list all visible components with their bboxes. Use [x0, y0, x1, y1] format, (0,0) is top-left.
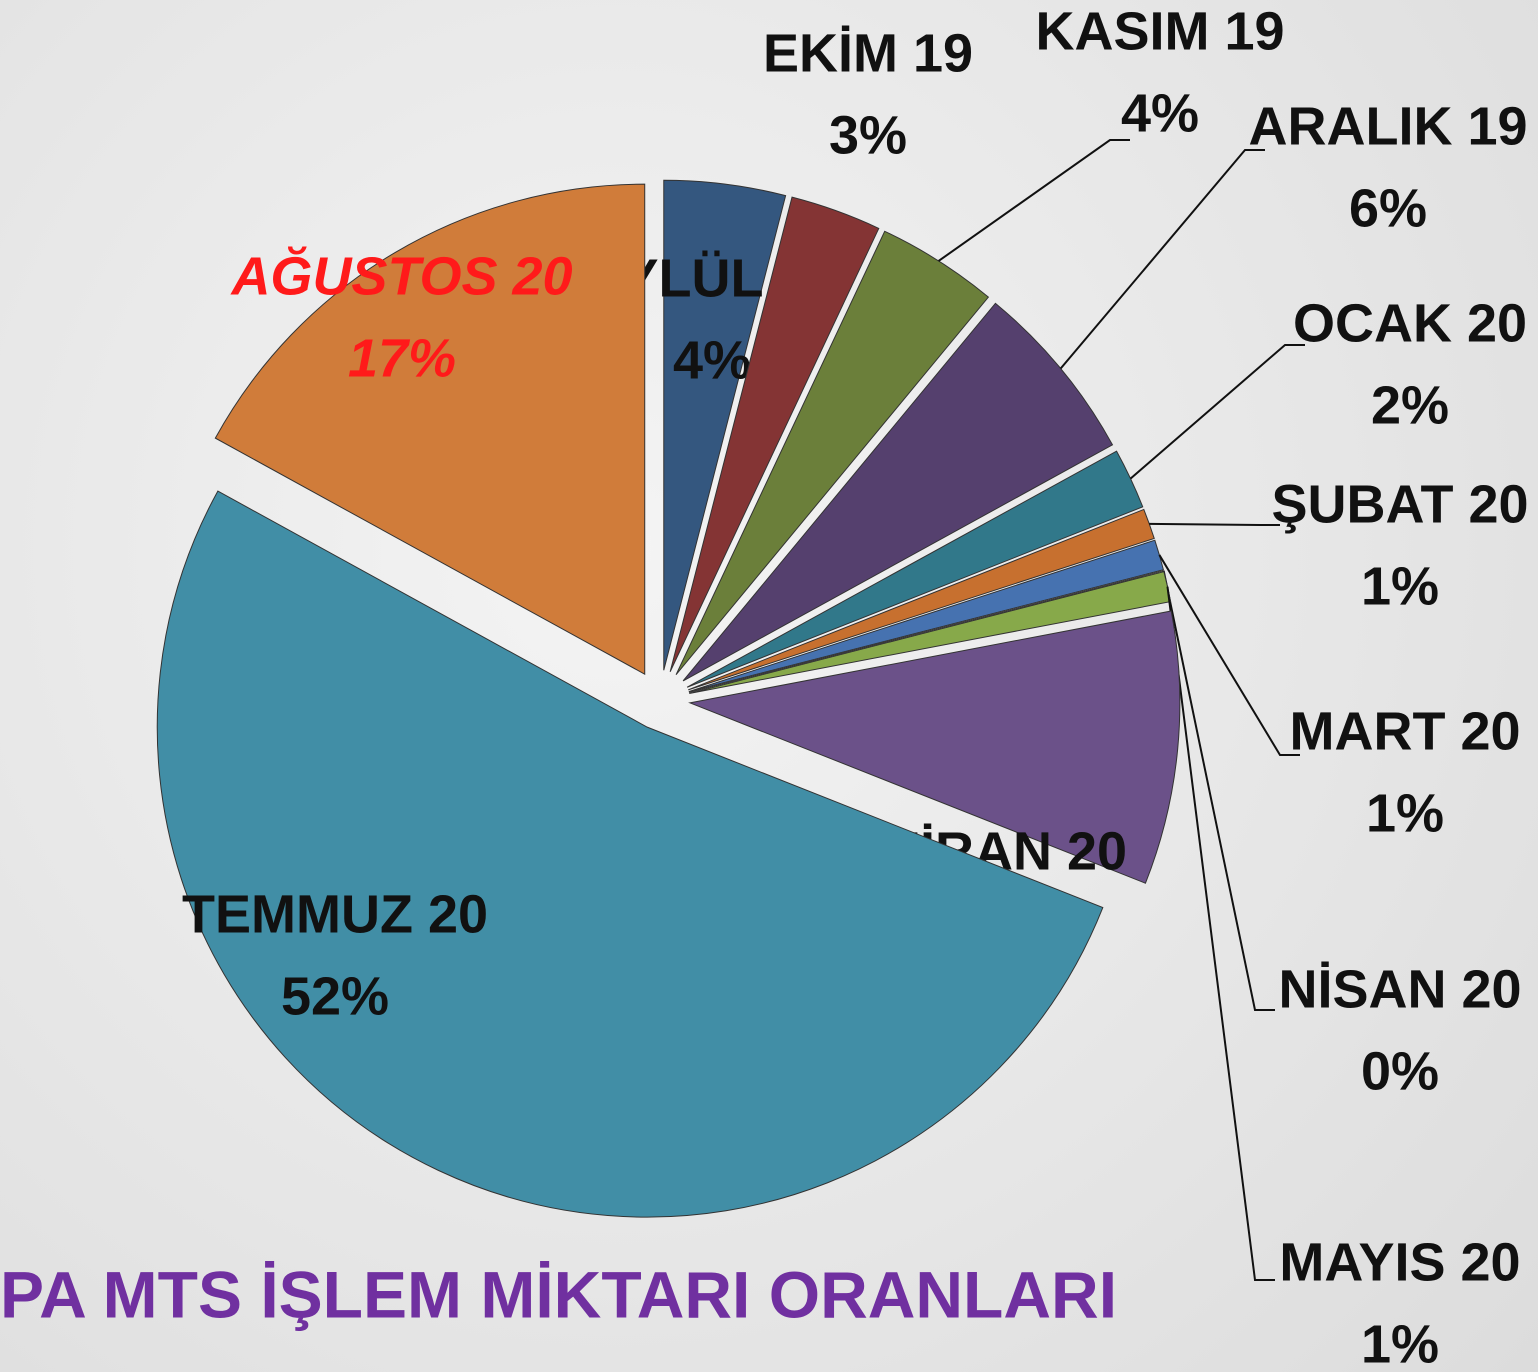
pie-slice	[688, 610, 1181, 884]
pie-slice	[688, 570, 1164, 694]
pie-slice	[688, 508, 1155, 691]
slice-label: MAYIS 20	[1279, 1232, 1520, 1292]
slice-label: OCAK 20	[1293, 293, 1527, 353]
pie-slice	[675, 230, 990, 675]
slice-value-label: 1%	[1361, 1314, 1439, 1372]
slice-value-label: 3%	[829, 105, 907, 165]
pie-slice	[156, 490, 1104, 1218]
slice-label: AĞUSTOS 20	[229, 246, 572, 306]
slice-value-label: 1%	[1366, 783, 1444, 843]
slice-value-label: 4%	[673, 330, 751, 390]
pie-slice	[688, 539, 1165, 693]
pie-slice	[669, 196, 880, 672]
leader-line	[1162, 570, 1275, 1011]
pie-slice	[682, 302, 1114, 682]
slice-value-label: 52%	[281, 966, 389, 1026]
slice-value-label: 2%	[1371, 375, 1449, 435]
slice-label: NİSAN 20	[1278, 959, 1521, 1019]
leader-line	[1166, 586, 1275, 1281]
pie-slice	[663, 179, 787, 671]
slice-value-label: 0%	[1361, 1041, 1439, 1101]
slice-label: ARALIK 19	[1248, 96, 1527, 156]
slice-label: TEMMUZ 20	[182, 884, 488, 944]
slice-label: ŞUBAT 20	[1271, 474, 1528, 534]
slice-label: MART 20	[1289, 701, 1520, 761]
leader-line	[1149, 522, 1280, 526]
slice-value-label: 6%	[1349, 178, 1427, 238]
slice-value-label: 4%	[1121, 83, 1199, 143]
slice-label: KASIM 19	[1035, 1, 1284, 61]
slice-label: EKİM 19	[763, 23, 973, 83]
leader-line	[1158, 554, 1300, 756]
leader-line	[1059, 149, 1265, 370]
slice-value-label: 1%	[1361, 556, 1439, 616]
slice-value-label: 17%	[348, 328, 456, 388]
leader-line	[938, 139, 1130, 262]
chart-title: PA MTS İŞLEM MİKTARI ORANLARI	[0, 1257, 1117, 1331]
pie-slice	[214, 183, 646, 676]
leader-line	[1129, 344, 1305, 480]
